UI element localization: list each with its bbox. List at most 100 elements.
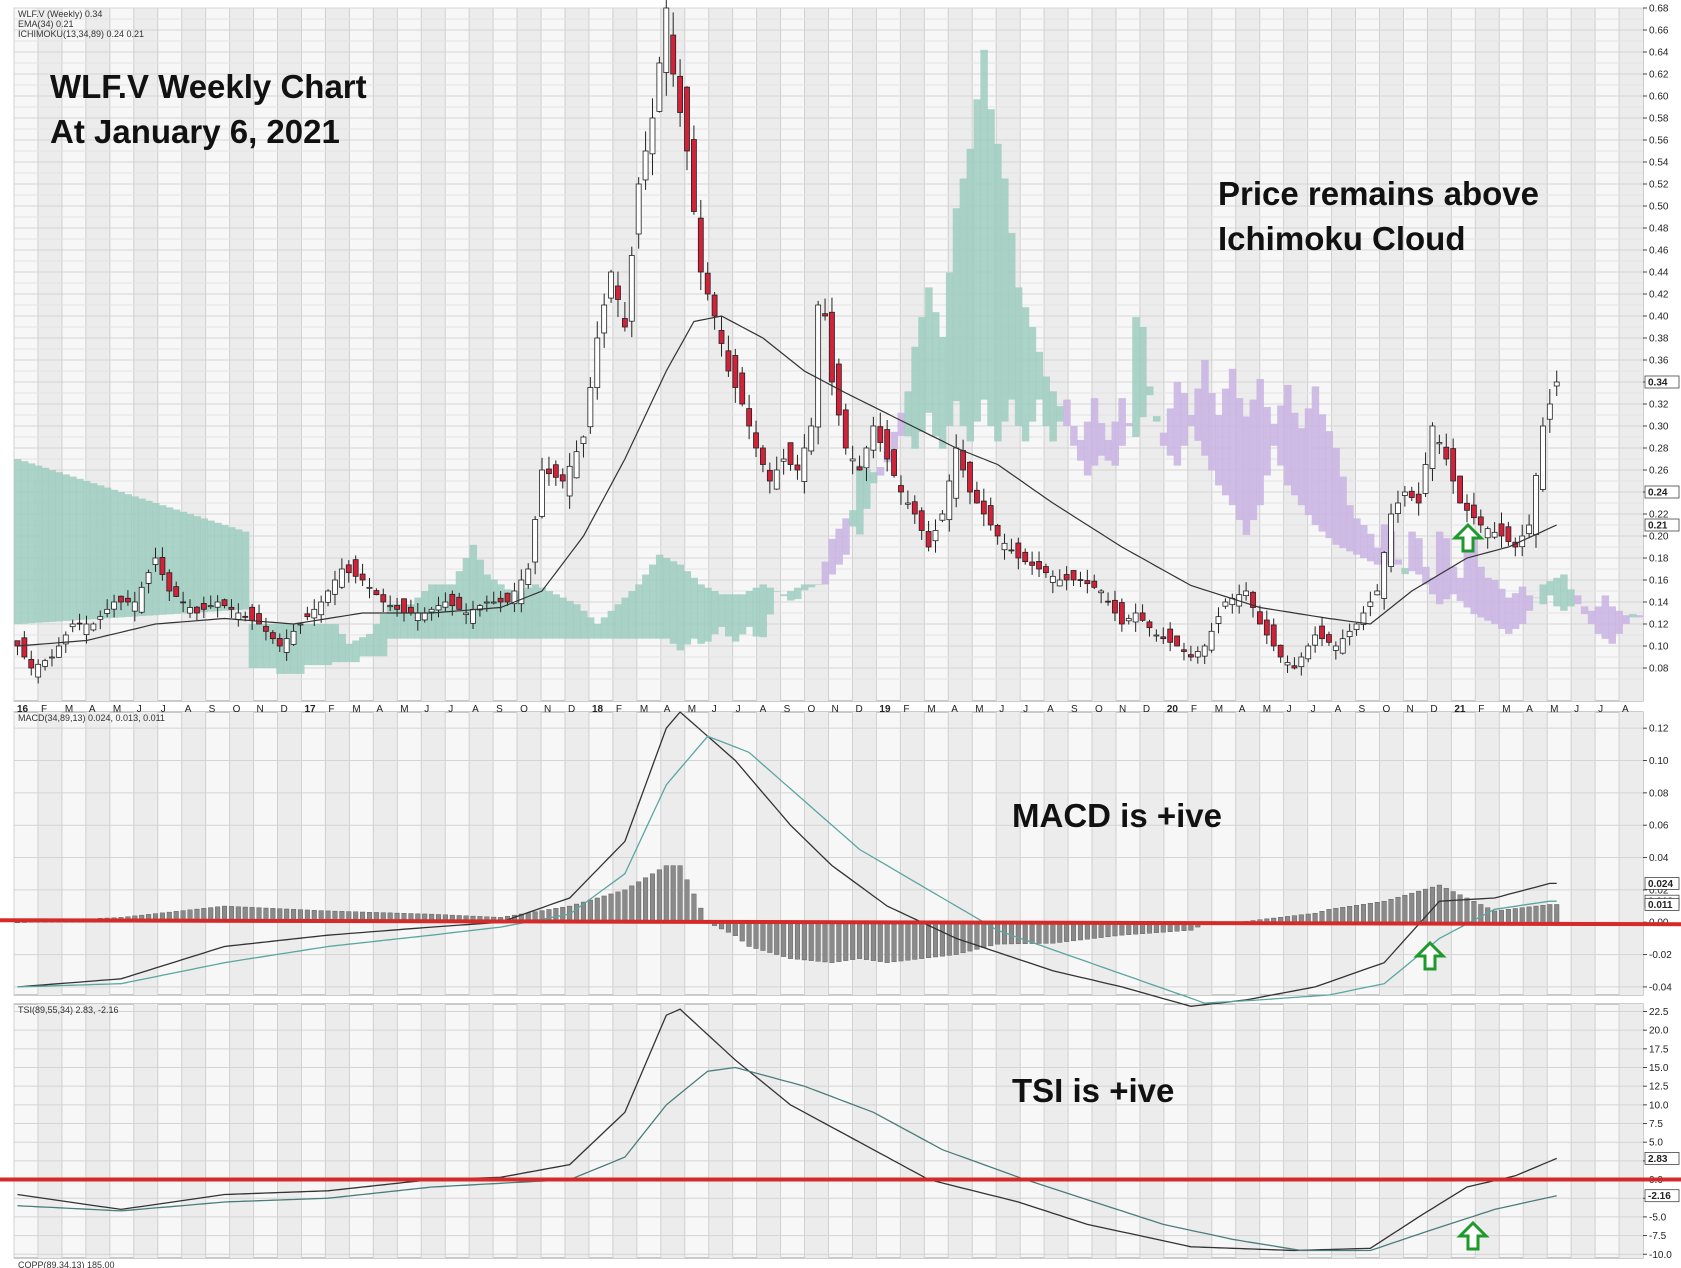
candle-body [1015,542,1022,559]
cloud-slice [876,467,885,476]
macd-histogram-bar [608,893,614,923]
month-band [229,8,254,701]
macd-histogram-bar [1547,904,1553,923]
cloud-slice [1304,408,1313,516]
cloud-slice [1028,327,1037,422]
macd-histogram-bar [753,922,759,949]
cloud-slice [842,518,850,555]
month-band [277,8,302,701]
macd-last-value: 0.024 [1648,879,1673,890]
macd-y-tick-label: 0.06 [1649,821,1669,832]
tsi-y-tick-label: -7.5 [1649,1231,1667,1242]
price-y-tick-label: 0.28 [1649,444,1669,455]
cloud-slice [807,584,816,588]
cloud-slice [131,496,139,617]
candle-body [1457,475,1463,504]
legend-entry-1: ICHIMOKU(13,34,89) 0.24 0.21 [18,29,144,39]
candle-body [311,608,318,619]
month-band [1571,8,1596,701]
x-tick-label: A [472,704,479,715]
up-arrow-icon [1451,522,1485,553]
cloud-slice [580,610,588,639]
cloud-slice [345,643,353,663]
price-last-value: 0.21 [1648,521,1668,532]
candle-body [884,429,891,460]
x-tick-label: M [975,704,983,715]
candle-body [1388,513,1394,567]
candle-body [49,656,55,659]
candle-body [69,623,76,628]
x-tick-label: M [1215,704,1223,715]
macd-histogram-bar [1008,922,1014,945]
cloud-slice [1056,406,1064,422]
candle-body [822,313,828,317]
month-band [708,1004,733,1258]
macd-histogram-bar [684,879,690,923]
candle-body [21,637,28,658]
month-band [421,8,446,701]
month-band [277,712,302,995]
candle-body [552,464,559,478]
candle-body [442,601,449,608]
macd-histogram-bar [1450,891,1456,923]
price-y-tick-label: 0.16 [1649,576,1669,587]
x-tick-label: M [1263,704,1271,715]
x-tick-label: M [1550,704,1558,715]
macd-histogram-bar [1526,906,1532,923]
cloud-slice [234,529,243,610]
cloud-slice [1014,287,1023,426]
macd-histogram-bar [912,922,918,960]
candle-body [718,330,725,344]
x-tick-label: J [1023,704,1028,715]
macd-last-value: 0.011 [1648,900,1673,911]
macd-histogram-bar [1298,914,1304,923]
cloud-slice [462,558,471,639]
cloud-slice [62,474,70,621]
candle-body [1091,580,1098,588]
candle-body [1305,645,1312,660]
candle-body [1533,475,1539,535]
x-tick-label: O [1382,704,1390,715]
x-tick-label: 18 [592,704,604,715]
macd-histogram-bar [636,881,642,923]
candle-body [746,408,753,427]
candle-body [1464,502,1470,511]
tsi-y-tick-label: -10.0 [1649,1250,1672,1261]
x-tick-label: M [352,704,360,715]
macd-y-tick-label: 0.04 [1649,853,1669,864]
cloud-slice [1201,360,1209,456]
month-band [1475,712,1500,995]
month-band [277,1004,302,1258]
candle-body [1484,528,1491,539]
candle-body [380,594,387,603]
cloud-slice [621,597,629,639]
month-band [517,712,542,995]
month-band [1619,712,1643,995]
x-tick-label: 21 [1454,704,1466,715]
month-band [1187,8,1212,701]
macd-y-tick-label: -0.04 [1649,982,1672,993]
cloud-slice [987,109,995,426]
month-band [1092,8,1116,701]
candle-body [925,531,932,548]
macd-histogram-bar [1347,906,1353,923]
cloud-slice [814,584,823,585]
candle-body [877,426,884,443]
candle-body [739,372,746,405]
month-band [1571,1004,1596,1258]
candle-body [815,304,822,428]
candle-body [559,474,566,482]
candle-body [124,597,131,603]
candle-body [332,579,338,595]
x-tick-label: D [568,704,575,715]
candle-body [918,510,925,531]
candle-body [76,622,83,625]
cloud-slice [1373,547,1382,565]
candle-body [1526,524,1533,535]
cloud-slice [1284,384,1292,486]
candle-body [580,436,587,444]
candle-body [490,601,497,604]
candle-body [870,425,877,451]
month-band [133,712,158,995]
candle-body [987,505,994,526]
